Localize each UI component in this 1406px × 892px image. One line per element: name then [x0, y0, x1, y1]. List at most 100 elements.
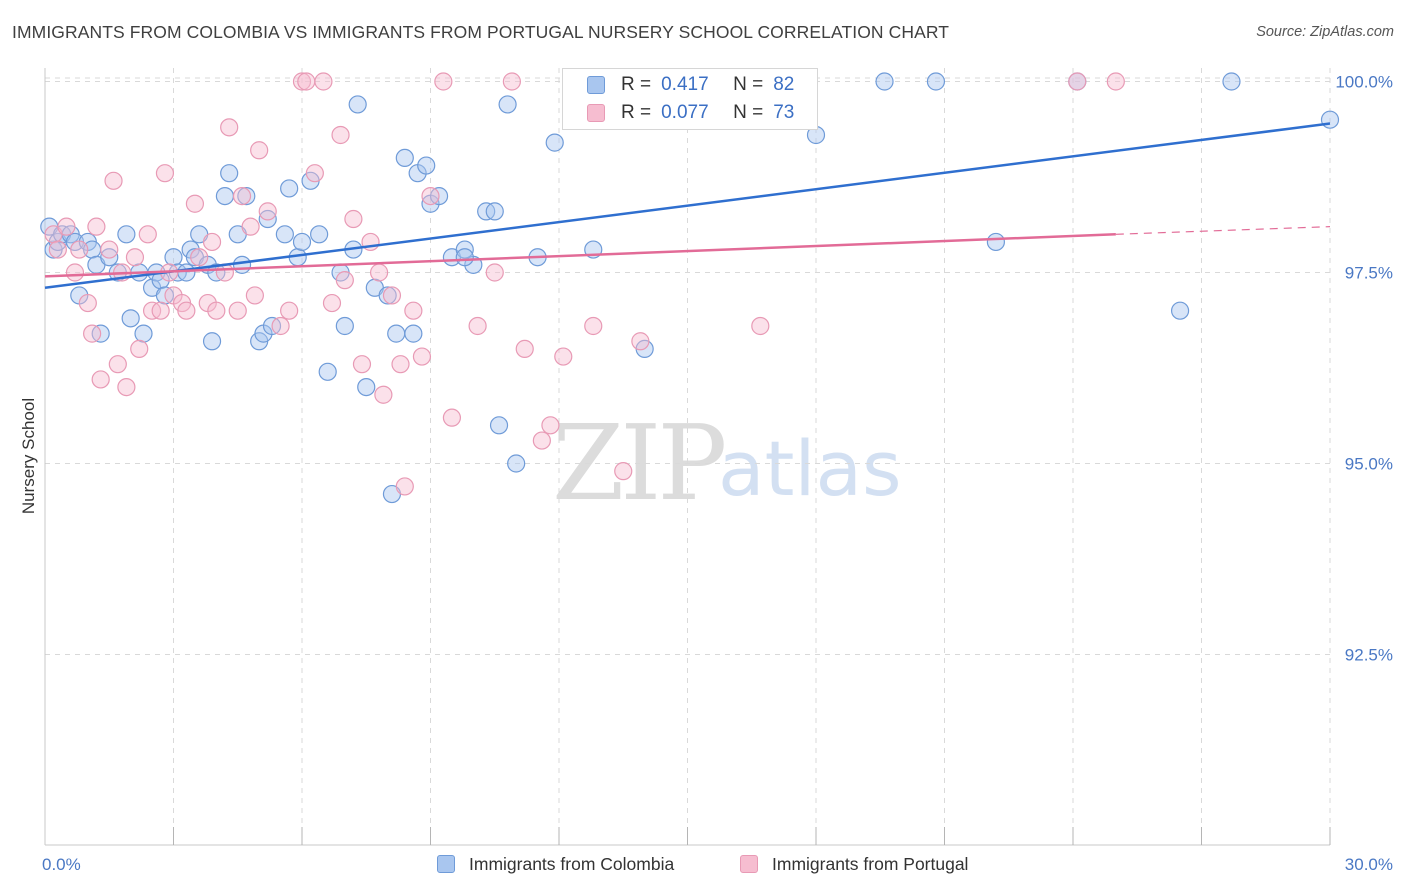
point-portugal — [220, 118, 239, 137]
point-colombia — [1320, 110, 1340, 129]
point-portugal — [271, 316, 290, 336]
bottom-legend-swatch-pink — [740, 855, 758, 873]
point-colombia — [357, 378, 376, 397]
point-portugal — [391, 355, 410, 374]
bottom-legend-label-portugal: Immigrants from Portugal — [772, 853, 969, 874]
point-portugal — [1068, 72, 1087, 91]
point-portugal — [185, 194, 205, 213]
bottom-legend-colombia: Immigrants from Colombia — [437, 853, 674, 875]
point-portugal — [78, 293, 97, 313]
point-portugal — [1106, 72, 1125, 91]
stats-legend: R = 0.417 N = 82 R = 0.077 N = 73 — [562, 68, 818, 130]
trend-line-portugal — [44, 233, 1116, 278]
point-portugal — [100, 240, 119, 259]
chart-title: IMMIGRANTS FROM COLOMBIA VS IMMIGRANTS F… — [12, 22, 950, 42]
point-colombia — [117, 225, 136, 244]
point-colombia — [134, 324, 153, 343]
point-colombia — [378, 286, 397, 305]
point-colombia — [455, 240, 474, 259]
trend-layer — [44, 122, 1331, 290]
point-colombia — [335, 316, 354, 336]
bottom-legend-portugal: Immigrants from Portugal — [740, 853, 968, 875]
point-portugal — [532, 431, 551, 450]
point-colombia — [1170, 301, 1190, 320]
legend-row-portugal: R = 0.077 N = 73 — [587, 101, 794, 125]
y-tick-label: 92.5% — [1345, 646, 1393, 665]
axis-layer — [44, 68, 1331, 846]
point-colombia — [489, 416, 509, 435]
chart-source: Source: ZipAtlas.com — [1256, 24, 1394, 40]
y-tick-label: 100.0% — [1335, 73, 1393, 92]
point-portugal — [202, 232, 222, 252]
point-portugal — [631, 332, 650, 351]
point-portugal — [117, 378, 136, 397]
point-colombia — [275, 225, 294, 244]
trend-line-colombia — [44, 122, 1331, 290]
bottom-legend-swatch-blue — [437, 855, 455, 873]
point-portugal — [250, 141, 269, 160]
x-tick-label-end: 30.0% — [1345, 855, 1393, 874]
point-colombia — [292, 232, 312, 252]
legend-n-value-colombia: 82 — [773, 74, 795, 95]
point-portugal — [245, 286, 264, 305]
point-portugal — [554, 347, 573, 366]
point-colombia — [986, 232, 1006, 252]
point-colombia — [258, 209, 277, 229]
point-portugal — [108, 355, 127, 374]
point-colombia — [1222, 72, 1241, 91]
point-portugal — [370, 263, 389, 282]
point-portugal — [155, 164, 175, 183]
point-colombia — [177, 263, 196, 282]
point-portugal — [130, 339, 149, 358]
point-portugal — [322, 293, 342, 313]
legend-n-label: N = — [733, 102, 764, 123]
point-portugal — [83, 324, 102, 343]
legend-r-label: R = — [621, 102, 652, 123]
point-colombia — [164, 248, 183, 267]
point-portugal — [297, 72, 316, 91]
point-colombia — [232, 255, 252, 274]
point-colombia — [926, 72, 946, 91]
y-tick-label: 97.5% — [1345, 264, 1393, 283]
point-colombia — [395, 148, 414, 167]
point-portugal — [70, 240, 89, 259]
point-portugal — [331, 125, 350, 145]
bottom-legend-label-colombia: Immigrants from Colombia — [469, 853, 675, 874]
point-portugal — [207, 301, 226, 320]
point-portugal — [151, 301, 170, 320]
point-colombia — [507, 454, 526, 473]
point-portugal — [292, 72, 312, 91]
y-tick-label: 95.0% — [1345, 455, 1393, 474]
legend-swatch-pink — [587, 104, 605, 122]
legend-swatch-blue — [587, 76, 605, 94]
point-portugal — [584, 316, 603, 336]
point-portugal — [190, 248, 209, 267]
point-colombia — [121, 309, 140, 328]
point-portugal — [502, 72, 521, 91]
point-portugal — [515, 339, 534, 358]
point-colombia — [417, 156, 436, 175]
point-portugal — [421, 187, 440, 206]
point-colombia — [387, 324, 406, 343]
point-portugal — [412, 347, 432, 366]
point-portugal — [228, 301, 247, 320]
point-colombia — [215, 187, 234, 206]
point-portugal — [258, 202, 277, 221]
point-colombia — [404, 324, 423, 343]
legend-row-colombia: R = 0.417 N = 82 — [587, 73, 794, 97]
point-portugal — [280, 301, 299, 320]
trend-line-portugal-extension — [1115, 226, 1331, 235]
point-portugal — [541, 416, 560, 435]
point-portugal — [751, 316, 770, 336]
point-portugal — [232, 187, 252, 206]
point-colombia — [318, 362, 337, 381]
point-colombia — [280, 179, 299, 198]
point-colombia — [100, 248, 119, 267]
point-portugal — [468, 316, 487, 336]
point-portugal — [395, 477, 414, 496]
points-layer — [40, 72, 1340, 504]
legend-r-value-portugal: 0.077 — [661, 102, 709, 123]
point-colombia — [202, 332, 222, 351]
label-layer: 92.5% 95.0% 97.5% 100.0% 0.0% 30.0% Nursery Sc… — [19, 73, 1393, 875]
